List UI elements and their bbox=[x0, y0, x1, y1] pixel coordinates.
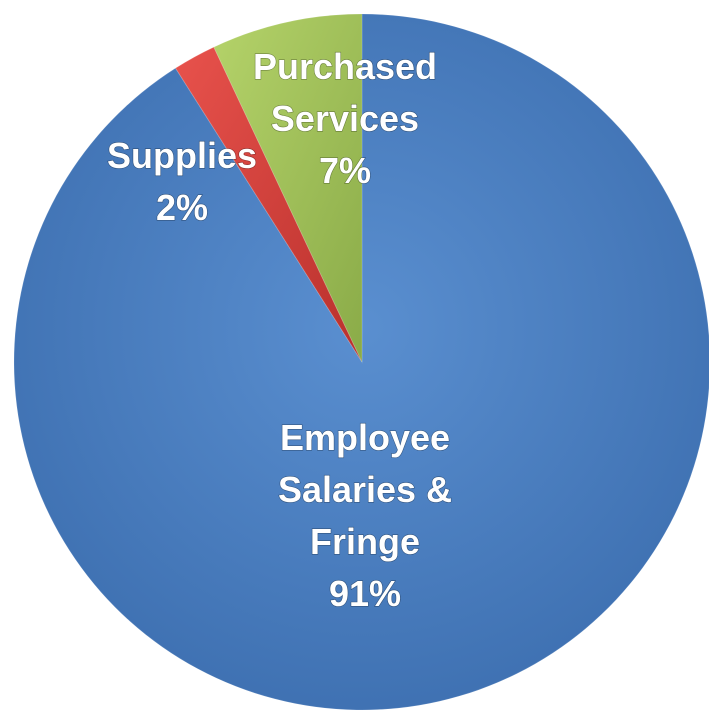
pie-slice-employee-salaries bbox=[13, 13, 709, 711]
slice-name-line: Supplies bbox=[107, 135, 257, 176]
slice-name-line: Services bbox=[271, 98, 419, 139]
slice-value-label: 7% bbox=[319, 150, 371, 191]
slices-layer bbox=[13, 13, 709, 711]
slice-label-purchased-services: Purchased Services 7% bbox=[253, 46, 437, 191]
slice-name-line: Purchased bbox=[253, 46, 437, 87]
slice-name-line: Fringe bbox=[310, 521, 420, 562]
slice-name-line: Employee bbox=[280, 417, 450, 458]
slice-value-label: 91% bbox=[329, 573, 401, 614]
slice-name-line: Salaries & bbox=[278, 469, 452, 510]
pie-slice-purchased-services bbox=[213, 13, 363, 363]
slice-label-employee-salaries: Employee Salaries & Fringe 91% bbox=[278, 417, 452, 614]
slice-value-label: 2% bbox=[156, 187, 208, 228]
labels-layer: Employee Salaries & Fringe 91% Supplies 2% Pur… bbox=[106, 45, 452, 614]
pie-slice-supplies bbox=[174, 46, 363, 363]
slice-label-supplies: Supplies 2% bbox=[107, 135, 257, 228]
